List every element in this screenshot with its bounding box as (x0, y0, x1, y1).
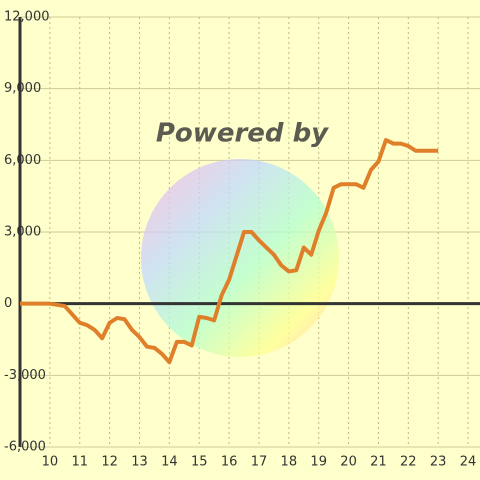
x-tick-label: 18 (281, 455, 298, 470)
x-tick-label: 15 (191, 455, 208, 470)
watermark-logo (141, 159, 339, 357)
x-tick-label: 12 (101, 455, 118, 470)
y-tick-label: -6,000 (4, 440, 46, 455)
y-tick-label: -3,000 (4, 368, 46, 383)
y-tick-label: 0 (4, 296, 12, 311)
line (20, 138, 439, 365)
x-tick-label: 19 (310, 455, 327, 470)
x-tick-label: 16 (221, 455, 238, 470)
y-tick-label: 3,000 (4, 225, 41, 240)
x-tick-label: 23 (430, 455, 447, 470)
x-tick-label: 17 (251, 455, 268, 470)
x-tick-label: 13 (131, 455, 148, 470)
y-tick-label: 9,000 (4, 81, 41, 96)
x-tick-label: 14 (161, 455, 178, 470)
y-tick-label: 6,000 (4, 153, 41, 168)
y-tick-label: 12,000 (4, 10, 50, 25)
x-tick-label: 20 (340, 455, 357, 470)
x-tick-label: 10 (42, 455, 59, 470)
watermark: Powered by (156, 119, 329, 149)
x-tick-label: 11 (71, 455, 88, 470)
plot (18, 17, 480, 447)
x-tick-label: 22 (400, 455, 417, 470)
x-tick-label: 21 (370, 455, 387, 470)
x-tick-label: 24 (460, 455, 477, 470)
